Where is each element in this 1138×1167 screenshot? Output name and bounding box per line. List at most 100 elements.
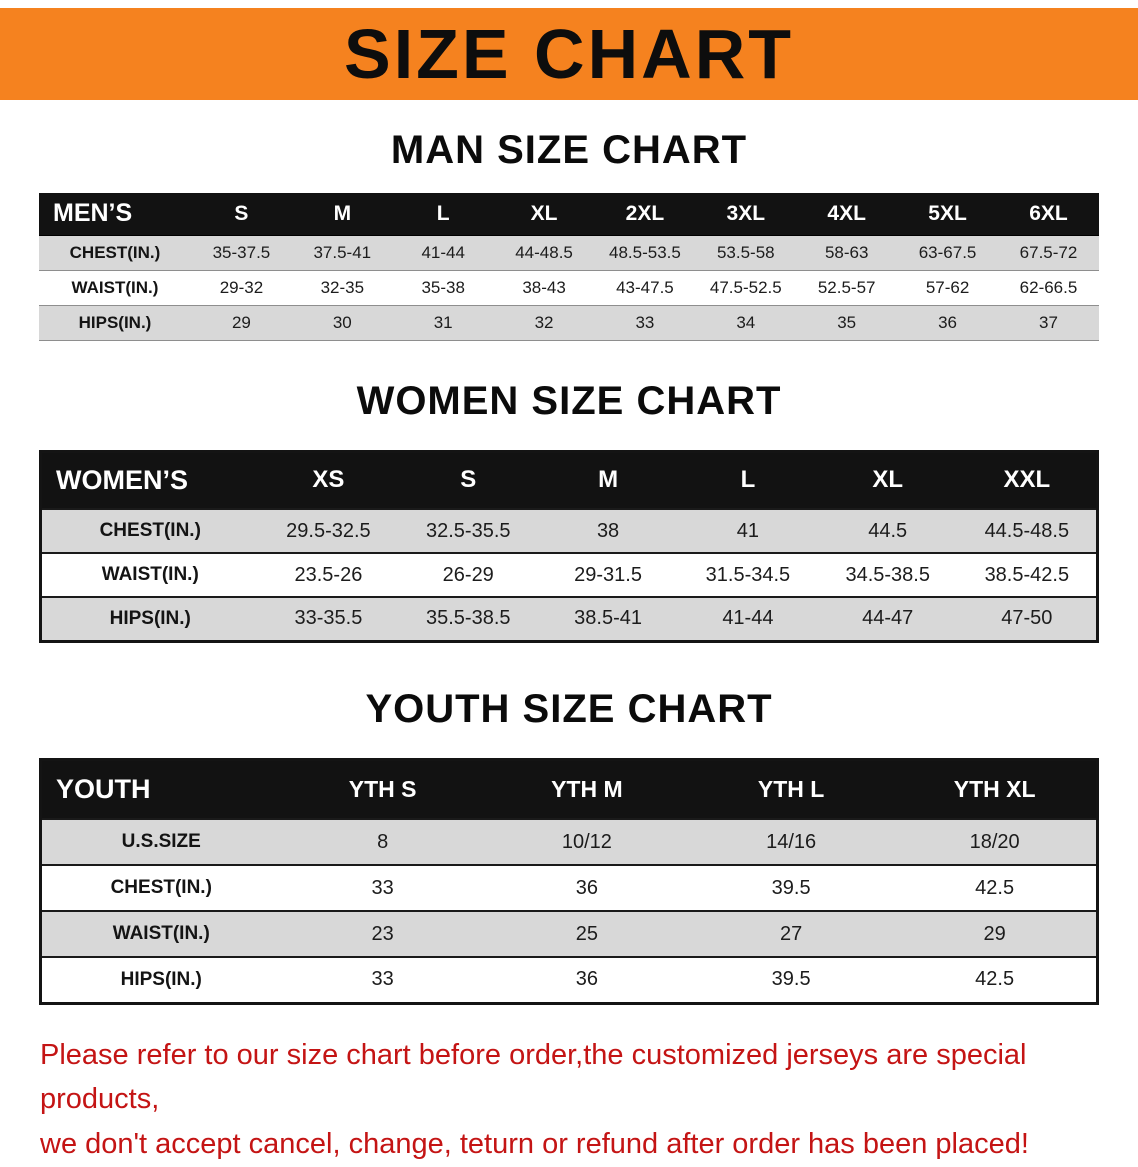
- size-value-cell: 34: [695, 305, 796, 340]
- size-column-header: YTH M: [485, 759, 689, 819]
- size-value-cell: 38.5-41: [538, 597, 678, 641]
- men-section-heading: MAN SIZE CHART: [0, 128, 1138, 173]
- size-value-cell: 23.5-26: [259, 553, 399, 597]
- size-value-cell: 38-43: [494, 270, 595, 305]
- size-column-header: 2XL: [595, 193, 696, 235]
- size-column-header: YTH XL: [893, 759, 1097, 819]
- size-column-header: L: [678, 451, 818, 509]
- size-value-cell: 30: [292, 305, 393, 340]
- size-value-cell: 36: [485, 865, 689, 911]
- size-value-cell: 48.5-53.5: [595, 235, 696, 270]
- size-value-cell: 18/20: [893, 819, 1097, 865]
- size-value-cell: 33-35.5: [259, 597, 399, 641]
- size-value-cell: 35.5-38.5: [398, 597, 538, 641]
- size-value-cell: 23: [281, 911, 485, 957]
- footer-notice: Please refer to our size chart before or…: [40, 1033, 1138, 1167]
- size-value-cell: 39.5: [689, 957, 893, 1003]
- size-value-cell: 57-62: [897, 270, 998, 305]
- size-value-cell: 36: [485, 957, 689, 1003]
- measurement-row-label: CHEST(IN.): [41, 509, 259, 553]
- size-column-header: YTH L: [689, 759, 893, 819]
- measurement-row-label: WAIST(IN.): [39, 270, 191, 305]
- size-value-cell: 33: [281, 865, 485, 911]
- size-column-header: XL: [818, 451, 958, 509]
- size-value-cell: 44.5-48.5: [958, 509, 1098, 553]
- size-value-cell: 38.5-42.5: [958, 553, 1098, 597]
- notice-line-1: Please refer to our size chart before or…: [40, 1033, 1138, 1123]
- size-value-cell: 29: [893, 911, 1097, 957]
- measurement-row-label: WAIST(IN.): [41, 911, 281, 957]
- size-value-cell: 29.5-32.5: [259, 509, 399, 553]
- size-column-header: L: [393, 193, 494, 235]
- women-section-heading: WOMEN SIZE CHART: [0, 379, 1138, 424]
- size-column-header: 3XL: [695, 193, 796, 235]
- size-column-header: 6XL: [998, 193, 1099, 235]
- size-value-cell: 53.5-58: [695, 235, 796, 270]
- size-value-cell: 42.5: [893, 865, 1097, 911]
- size-column-header: 5XL: [897, 193, 998, 235]
- size-value-cell: 47-50: [958, 597, 1098, 641]
- page-title: SIZE CHART: [344, 14, 794, 94]
- size-value-cell: 38: [538, 509, 678, 553]
- size-value-cell: 31.5-34.5: [678, 553, 818, 597]
- table-corner-label: MEN’S: [39, 193, 191, 235]
- size-column-header: M: [292, 193, 393, 235]
- size-value-cell: 52.5-57: [796, 270, 897, 305]
- size-column-header: M: [538, 451, 678, 509]
- measurement-row-label: HIPS(IN.): [41, 597, 259, 641]
- measurement-row-label: WAIST(IN.): [41, 553, 259, 597]
- size-value-cell: 27: [689, 911, 893, 957]
- banner: SIZE CHART: [0, 8, 1138, 100]
- size-value-cell: 47.5-52.5: [695, 270, 796, 305]
- measurement-row-label: CHEST(IN.): [41, 865, 281, 911]
- youth-section-heading: YOUTH SIZE CHART: [0, 687, 1138, 732]
- size-value-cell: 62-66.5: [998, 270, 1099, 305]
- size-value-cell: 37.5-41: [292, 235, 393, 270]
- size-value-cell: 32: [494, 305, 595, 340]
- size-value-cell: 67.5-72: [998, 235, 1099, 270]
- size-column-header: S: [191, 193, 292, 235]
- size-value-cell: 58-63: [796, 235, 897, 270]
- size-value-cell: 33: [281, 957, 485, 1003]
- size-value-cell: 42.5: [893, 957, 1097, 1003]
- size-value-cell: 39.5: [689, 865, 893, 911]
- size-value-cell: 26-29: [398, 553, 538, 597]
- measurement-row-label: HIPS(IN.): [41, 957, 281, 1003]
- notice-line-2: we don't accept cancel, change, teturn o…: [40, 1122, 1138, 1167]
- size-value-cell: 41-44: [678, 597, 818, 641]
- size-value-cell: 44.5: [818, 509, 958, 553]
- size-value-cell: 35-38: [393, 270, 494, 305]
- measurement-row-label: HIPS(IN.): [39, 305, 191, 340]
- size-column-header: XS: [259, 451, 399, 509]
- size-column-header: S: [398, 451, 538, 509]
- measurement-row-label: CHEST(IN.): [39, 235, 191, 270]
- size-value-cell: 35: [796, 305, 897, 340]
- size-value-cell: 44-47: [818, 597, 958, 641]
- size-value-cell: 29-31.5: [538, 553, 678, 597]
- size-column-header: XL: [494, 193, 595, 235]
- size-value-cell: 25: [485, 911, 689, 957]
- size-value-cell: 32-35: [292, 270, 393, 305]
- measurement-row-label: U.S.SIZE: [41, 819, 281, 865]
- size-value-cell: 63-67.5: [897, 235, 998, 270]
- size-value-cell: 32.5-35.5: [398, 509, 538, 553]
- size-value-cell: 35-37.5: [191, 235, 292, 270]
- size-value-cell: 8: [281, 819, 485, 865]
